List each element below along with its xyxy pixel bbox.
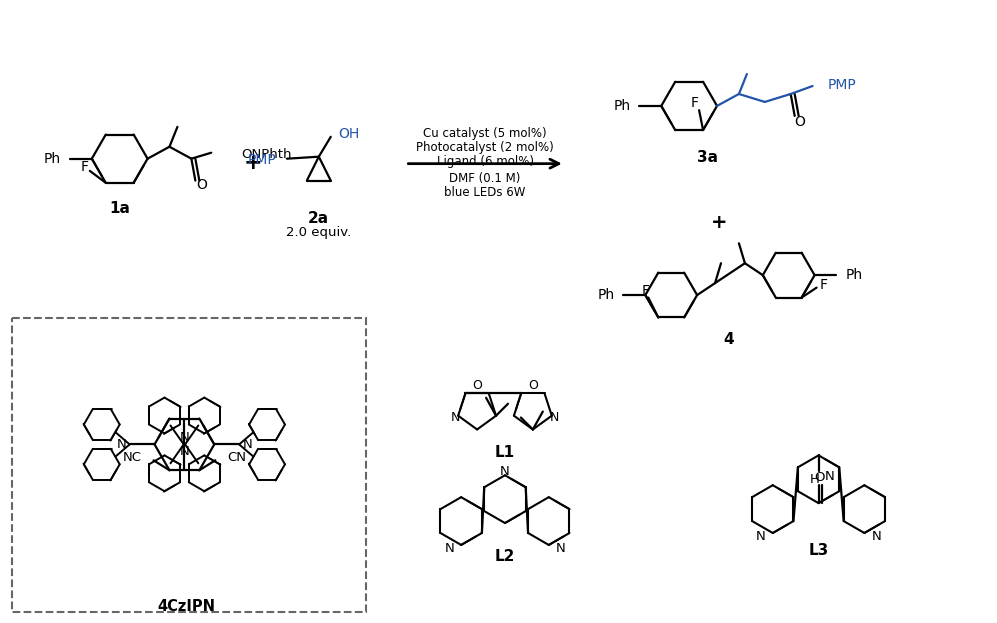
Text: F: F: [820, 278, 828, 292]
Text: 3a: 3a: [697, 150, 718, 165]
Text: O: O: [795, 115, 806, 129]
Text: N: N: [871, 531, 881, 543]
Text: CN: CN: [227, 451, 246, 464]
Text: 4: 4: [724, 333, 734, 348]
Text: N: N: [179, 445, 189, 458]
Text: N: N: [242, 438, 252, 451]
Text: F: F: [691, 96, 699, 110]
Text: OH: OH: [339, 127, 360, 141]
Text: ONPhth: ONPhth: [241, 148, 292, 161]
Text: N: N: [825, 470, 834, 483]
Text: N: N: [556, 543, 565, 556]
Text: L3: L3: [809, 543, 829, 558]
Text: N: N: [179, 431, 189, 444]
Text: N: N: [756, 531, 766, 543]
Text: F: F: [81, 160, 89, 174]
Text: H: H: [810, 473, 820, 486]
Text: N: N: [451, 411, 460, 424]
Text: N: N: [500, 465, 509, 478]
Text: Photocatalyst (2 mol%): Photocatalyst (2 mol%): [416, 141, 554, 155]
Text: PMP: PMP: [828, 78, 856, 92]
Text: 2a: 2a: [308, 211, 329, 226]
Text: F: F: [641, 283, 649, 298]
Text: N: N: [445, 543, 454, 556]
Text: O: O: [473, 379, 482, 392]
Text: N: N: [550, 411, 559, 424]
Text: +: +: [244, 153, 262, 173]
Text: Cu catalyst (5 mol%): Cu catalyst (5 mol%): [424, 127, 547, 140]
Text: Ph: Ph: [613, 99, 630, 113]
Text: NC: NC: [123, 451, 142, 464]
Text: Ph: Ph: [845, 268, 862, 282]
Text: Ph: Ph: [44, 151, 61, 166]
Text: O: O: [527, 379, 537, 392]
Text: PMP: PMP: [247, 153, 276, 167]
Text: 4CzIPN: 4CzIPN: [158, 599, 215, 614]
Text: +: +: [711, 213, 727, 232]
Text: L1: L1: [495, 445, 515, 460]
Text: Ph: Ph: [597, 288, 614, 302]
Text: DMF (0.1 M): DMF (0.1 M): [450, 172, 520, 185]
Text: O: O: [195, 178, 206, 191]
Text: N: N: [117, 438, 127, 451]
Text: L2: L2: [495, 549, 515, 564]
Text: blue LEDs 6W: blue LEDs 6W: [445, 186, 525, 199]
Text: O: O: [815, 471, 825, 483]
Text: Ligand (6 mol%): Ligand (6 mol%): [437, 155, 533, 168]
Text: 2.0 equiv.: 2.0 equiv.: [286, 226, 351, 239]
Text: 1a: 1a: [110, 201, 131, 216]
Bar: [12, 318, 366, 612]
